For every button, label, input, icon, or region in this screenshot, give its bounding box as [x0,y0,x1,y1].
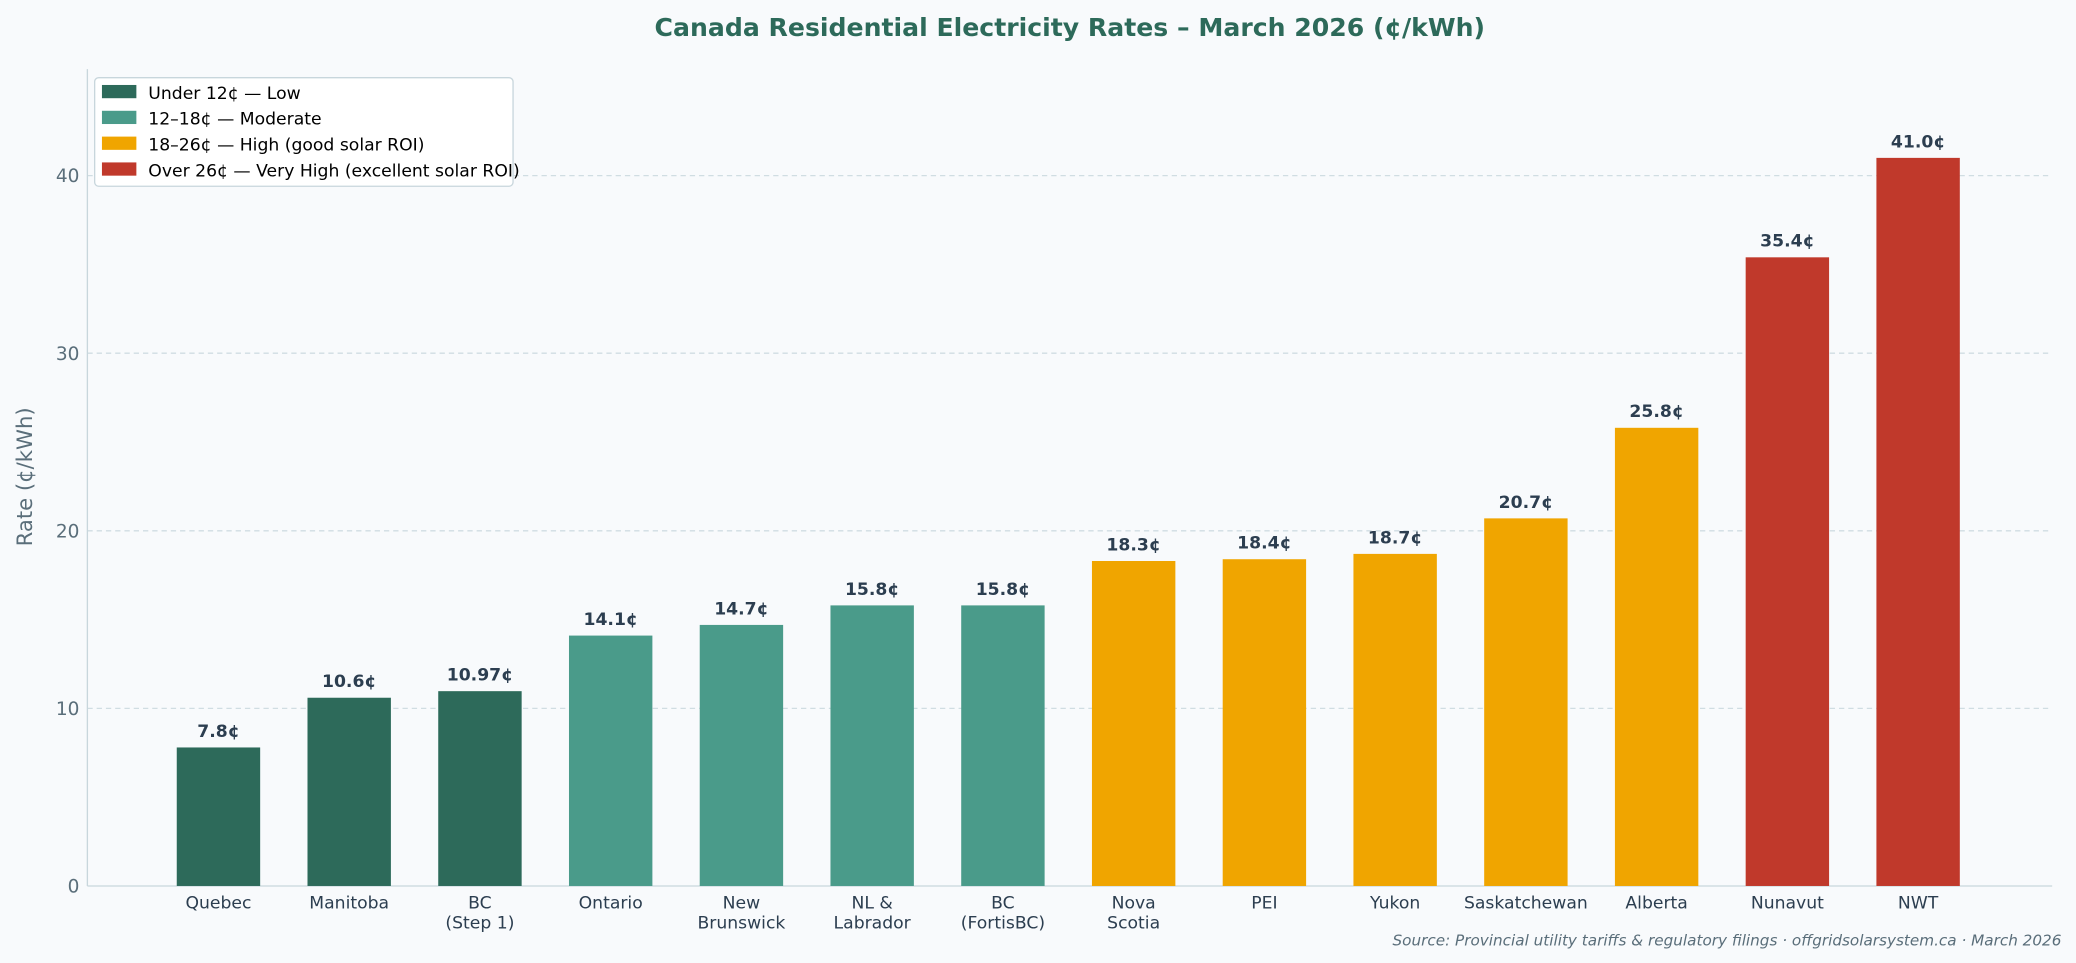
x-tick-label-line: Nova [1112,893,1156,913]
x-tick-label-line: New [723,893,761,913]
legend-swatch [101,162,137,176]
data-label: 10.97¢ [447,666,513,686]
x-tick-label: New Brunswick [697,893,785,933]
x-tick-label: Alberta [1625,893,1687,913]
bar [307,697,391,886]
legend-label: Over 26¢ — Very High (excellent solar RO… [148,161,519,181]
x-tick-label-line: BC [468,893,492,913]
x-tick-label-line: Yukon [1369,893,1420,913]
data-label: 18.4¢ [1237,534,1291,554]
data-label: 18.7¢ [1368,528,1422,548]
data-label: 14.7¢ [714,599,768,619]
x-tick-label: Ontario [579,893,643,913]
x-tick-label-line: Brunswick [697,913,785,933]
bar [961,605,1045,886]
x-tick-label-line: NWT [1898,893,1939,913]
x-tick-label: Manitoba [309,893,389,913]
legend-box [94,77,514,187]
legend-label: 18–26¢ — High (good solar ROI) [148,136,424,156]
x-tick-label-line: Ontario [579,893,643,913]
x-tick-label-line: PEI [1251,893,1277,913]
x-tick-label: Nunavut [1751,893,1824,913]
x-tick-label-line: BC [991,893,1015,913]
bar [1353,553,1437,886]
y-tick-label: 30 [56,344,80,365]
data-label: 18.3¢ [1106,535,1160,555]
x-tick-label-line: Quebec [185,893,251,913]
y-axis-ticks: 0 10 20 30 40 [56,166,80,897]
data-label: 35.4¢ [1760,232,1814,252]
x-tick-label-line: Saskatchewan [1464,893,1588,913]
legend-swatch [101,110,137,125]
legend: Under 12¢ — Low 12–18¢ — Moderate 18–26¢ —… [94,77,520,187]
y-tick-label: 20 [56,521,80,542]
x-tick-label: Saskatchewan [1464,893,1588,913]
x-tick-label-line: Alberta [1625,893,1687,913]
bar [176,747,261,886]
bar [1745,257,1830,886]
bar [438,691,522,886]
source-note: Source: Provincial utility tariffs & reg… [1392,932,2061,950]
legend-swatch [101,84,137,99]
x-tick-label-line: Nunavut [1751,893,1824,913]
x-tick-label-line: (FortisBC) [961,913,1045,933]
data-label: 7.8¢ [197,722,239,742]
data-label: 25.8¢ [1629,402,1683,422]
legend-label: Under 12¢ — Low [148,84,300,104]
x-tick-label-line: NL & [851,893,892,913]
x-tick-label: BC (Step 1) [445,893,514,933]
x-tick-label: Yukon [1369,893,1420,913]
x-tick-label-line: Labrador [834,913,912,933]
x-tick-label: BC (FortisBC) [961,893,1045,933]
y-tick-label: 10 [56,699,80,720]
data-label: 15.8¢ [845,580,899,600]
chart-title: Canada Residential Electricity Rates – M… [655,13,1485,42]
y-tick-label: 0 [68,877,80,898]
data-label: 10.6¢ [322,672,376,692]
data-label: 14.1¢ [583,610,637,630]
bar [568,635,653,886]
x-tick-label: NL & Labrador [834,893,912,933]
bar [1876,157,1960,886]
bar [1222,559,1307,886]
data-label: 41.0¢ [1891,132,1945,152]
legend-label: 12–18¢ — Moderate [148,110,321,130]
legend-swatch [101,136,137,150]
x-tick-label: NWT [1898,893,1939,913]
data-label: 20.7¢ [1499,493,1553,513]
x-tick-label-line: Manitoba [309,893,389,913]
bar [1484,518,1568,886]
bar [699,624,784,886]
bar [1091,560,1176,886]
y-axis-label: Rate (¢/kWh) [12,407,37,546]
y-tick-label: 40 [56,166,80,187]
x-tick-label: PEI [1251,893,1277,913]
x-tick-label: Nova Scotia [1107,893,1160,933]
x-tick-label-line: (Step 1) [445,913,514,933]
data-label: 15.8¢ [976,580,1030,600]
x-tick-label: Quebec [185,893,251,913]
bar [1614,427,1699,886]
bar [830,605,914,886]
x-tick-label-line: Scotia [1107,913,1160,933]
